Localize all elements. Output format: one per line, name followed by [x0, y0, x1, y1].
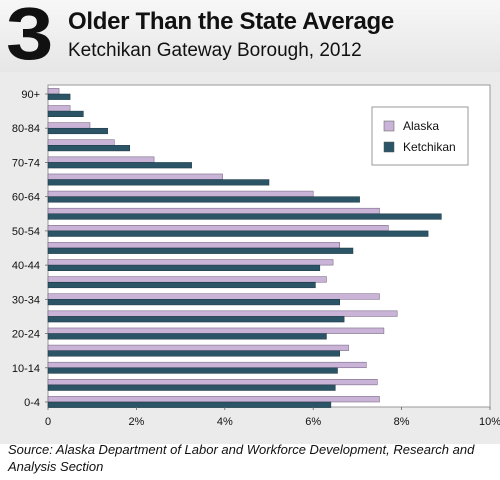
bar-alaska-0-4 [47, 396, 380, 403]
x-ticks-group: 0 2% 4% 6% 8% 10% [45, 407, 500, 428]
x-tick-label: 8% [394, 416, 410, 428]
bar-ketchikan-15-19 [47, 350, 340, 357]
bar-alaska-70-74 [47, 156, 155, 163]
y-tick-label: 30-34 [12, 294, 40, 306]
x-tick-label: 0 [45, 416, 51, 428]
legend-swatch-ketchikan [383, 141, 395, 153]
legend-box [371, 106, 469, 166]
chart-subtitle: Ketchikan Gateway Borough, 2012 [68, 40, 362, 61]
bar-alaska-65-69 [47, 173, 223, 180]
bar-ketchikan-90plus [47, 93, 71, 100]
bar-alaska-90plus [47, 88, 60, 95]
source-note: Source: Alaska Department of Labor and W… [8, 442, 475, 474]
x-tick-label: 2% [128, 416, 144, 428]
bar-ketchikan-25-29 [47, 316, 345, 323]
bar-ketchikan-5-9 [47, 384, 336, 391]
bar-alaska-5-9 [47, 379, 378, 386]
bar-ketchikan-55-59 [47, 213, 442, 220]
bar-ketchikan-35-39 [47, 281, 316, 289]
bar-alaska-60-64 [47, 190, 314, 197]
y-tick-label: 80-84 [12, 123, 40, 135]
bar-ketchikan-70-74 [47, 162, 192, 169]
legend-label-ketchikan: Ketchikan [403, 140, 456, 154]
chart-title: Older Than the State Average [68, 8, 394, 35]
y-tick-label: 10-14 [12, 363, 40, 375]
legend-label-alaska: Alaska [403, 119, 439, 133]
bar-alaska-75-79 [47, 139, 115, 146]
y-tick-label: 90+ [21, 89, 40, 101]
bar-ketchikan-40-44 [47, 264, 321, 271]
bar-alaska-85-89 [47, 105, 71, 112]
bar-alaska-30-34 [47, 293, 380, 300]
x-tick-label: 10% [479, 416, 500, 428]
bar-alaska-35-39 [47, 276, 327, 283]
x-tick-label: 6% [305, 416, 321, 428]
bar-ketchikan-60-64 [47, 196, 360, 203]
bar-alaska-15-19 [47, 344, 349, 351]
y-tick-label: 40-44 [12, 260, 40, 272]
bars-group [47, 88, 442, 408]
x-tick-label: 4% [217, 416, 233, 428]
y-tick-label: 50-54 [12, 226, 40, 238]
y-tick-label: 70-74 [12, 157, 40, 169]
chart-header: 3 Older Than the State Average Ketchikan… [0, 0, 500, 75]
bar-ketchikan-50-54 [47, 230, 429, 237]
bar-ketchikan-0-4 [47, 401, 332, 408]
bar-alaska-55-59 [47, 207, 380, 215]
y-ticks-group: 0-4 10-14 20-24 30-34 40-44 50-54 60-64 70-74 80… [12, 89, 48, 409]
legend: Alaska Ketchikan [371, 106, 469, 166]
bar-alaska-45-49 [47, 242, 340, 249]
legend-swatch-alaska [383, 120, 395, 132]
y-tick-label: 0-4 [24, 397, 40, 409]
bar-ketchikan-10-14 [47, 367, 338, 374]
bar-alaska-80-84 [47, 122, 91, 129]
figure-number: 3 [6, 0, 54, 75]
bar-ketchikan-75-79 [47, 145, 131, 152]
bar-alaska-20-24 [47, 327, 385, 334]
bar-alaska-40-44 [47, 259, 334, 266]
bar-ketchikan-30-34 [47, 299, 340, 306]
bar-ketchikan-45-49 [47, 247, 354, 254]
bar-alaska-50-54 [47, 225, 389, 232]
bar-ketchikan-80-84 [47, 127, 108, 135]
bar-ketchikan-20-24 [47, 333, 327, 340]
y-tick-label: 60-64 [12, 192, 40, 204]
bar-alaska-25-29 [47, 310, 398, 317]
bar-alaska-10-14 [47, 361, 367, 369]
bar-ketchikan-65-69 [47, 179, 270, 186]
bar-ketchikan-85-89 [47, 110, 84, 117]
y-tick-label: 20-24 [12, 329, 40, 341]
